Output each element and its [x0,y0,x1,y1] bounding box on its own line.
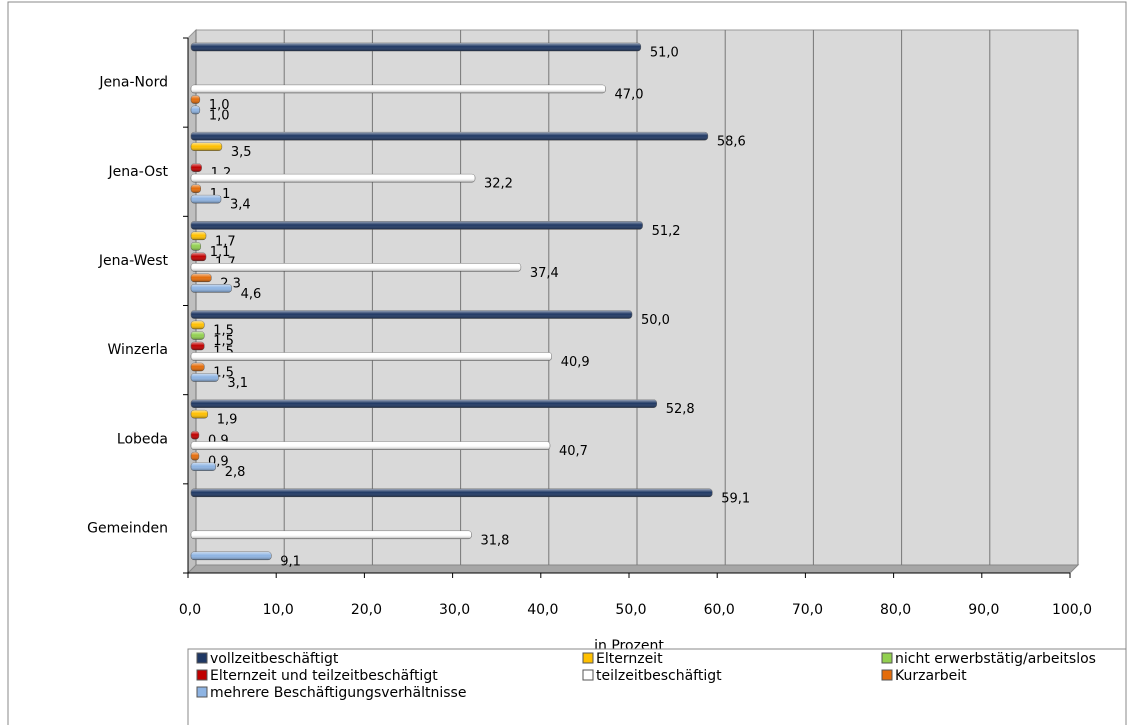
value-label: 37,4 [530,266,559,281]
legend-swatch [881,652,893,664]
value-label: 51,2 [652,224,681,239]
legend-label: Elternzeit [596,651,663,667]
value-label: 31,8 [480,533,509,548]
value-label: 1,1 [210,245,231,260]
bar-shade [191,85,606,93]
x-tick-label: 90,0 [968,602,999,618]
value-label: 3,4 [230,198,251,213]
bar-shade [191,431,199,440]
bar-shade [191,452,199,461]
y-tick-label: Gemeinden [87,520,168,536]
legend-swatch [196,669,208,681]
value-label: 9,1 [280,554,301,569]
bar-shade [191,43,641,51]
bar-shade [191,310,632,319]
value-label: 40,7 [559,444,588,459]
value-label: 4,6 [241,287,262,302]
bar-shade [191,352,552,361]
value-label: 58,6 [717,135,746,150]
y-tick-label: Jena-Nord [98,75,168,91]
legend-swatch [196,652,208,664]
y-tick-label: Jena-West [98,253,169,269]
x-tick-label: 100,0 [1052,602,1092,618]
x-tick-label: 80,0 [880,602,911,618]
value-label: 2,8 [225,465,246,480]
value-label: 40,9 [561,355,590,370]
value-label: 1,7 [215,234,236,249]
x-tick-label: 70,0 [792,602,823,618]
x-tick-label: 50,0 [615,602,646,618]
bar-shade [191,263,521,272]
bar-shade [191,132,708,141]
legend-label: nicht erwerbstätig/arbeitslos [895,651,1096,667]
legend-label: vollzeitbeschäftigt [210,651,339,667]
legend-label: teilzeitbeschäftigt [596,668,722,684]
bar-shade [191,195,221,204]
chart-border [7,1,1127,725]
bar-shade [191,530,472,539]
value-label: 1,0 [209,98,230,113]
floor [186,564,1080,574]
legend-swatch [582,669,594,681]
bar-shade [191,342,205,350]
legend-label: Kurzarbeit [895,668,967,684]
x-tick-label: 20,0 [351,602,382,618]
bar-shade [191,410,208,419]
x-tick-label: 40,0 [527,602,558,618]
bar-shade [191,163,202,172]
bar-shade [191,221,643,230]
x-tick-label: 0,0 [179,602,201,618]
bar-shade [191,321,205,329]
value-label: 1,9 [217,413,238,428]
legend [187,648,1127,725]
x-tick-label: 10,0 [263,602,294,618]
bar-shade [191,363,205,371]
value-label: 52,8 [666,402,695,417]
bar-shade [191,551,272,560]
legend-swatch [881,669,893,681]
value-label: 59,1 [721,491,750,506]
bar-shade [191,142,222,151]
value-label: 47,0 [615,88,644,103]
value-label: 3,1 [227,376,248,391]
legend-swatch [196,686,208,698]
legend-label: mehrere Beschäftigungsverhältnisse [210,685,466,701]
y-tick-label: Jena-Ost [108,164,169,180]
legend-label: Elternzeit und teilzeitbeschäftigt [210,668,438,684]
value-label: 51,0 [650,46,679,61]
bar-shade [191,462,216,471]
value-label: 1,5 [213,334,234,349]
bar-shade [191,441,550,450]
x-tick-label: 60,0 [704,602,735,618]
value-label: 32,2 [484,177,513,192]
bar-shade [191,331,205,340]
bar-shade [191,488,713,497]
value-label: 1,5 [213,324,234,339]
value-label: 3,5 [231,145,252,160]
bar-shade [191,399,657,408]
bar-shade [191,95,200,104]
x-tick-label: 30,0 [439,602,470,618]
bar-shade [191,284,232,293]
bar-shade [191,174,476,183]
bar-shade [191,252,206,261]
value-label: 50,0 [641,313,670,328]
bar-shade [191,184,201,193]
y-tick-label: Winzerla [108,342,168,358]
y-tick-label: Lobeda [117,431,168,447]
bar-shade [191,106,200,114]
bar-shade [191,373,219,382]
bar-shade [191,242,201,251]
bar-shade [191,273,212,282]
value-label: 1,0 [209,109,230,124]
bar-shade [191,231,206,240]
legend-swatch [582,652,594,664]
